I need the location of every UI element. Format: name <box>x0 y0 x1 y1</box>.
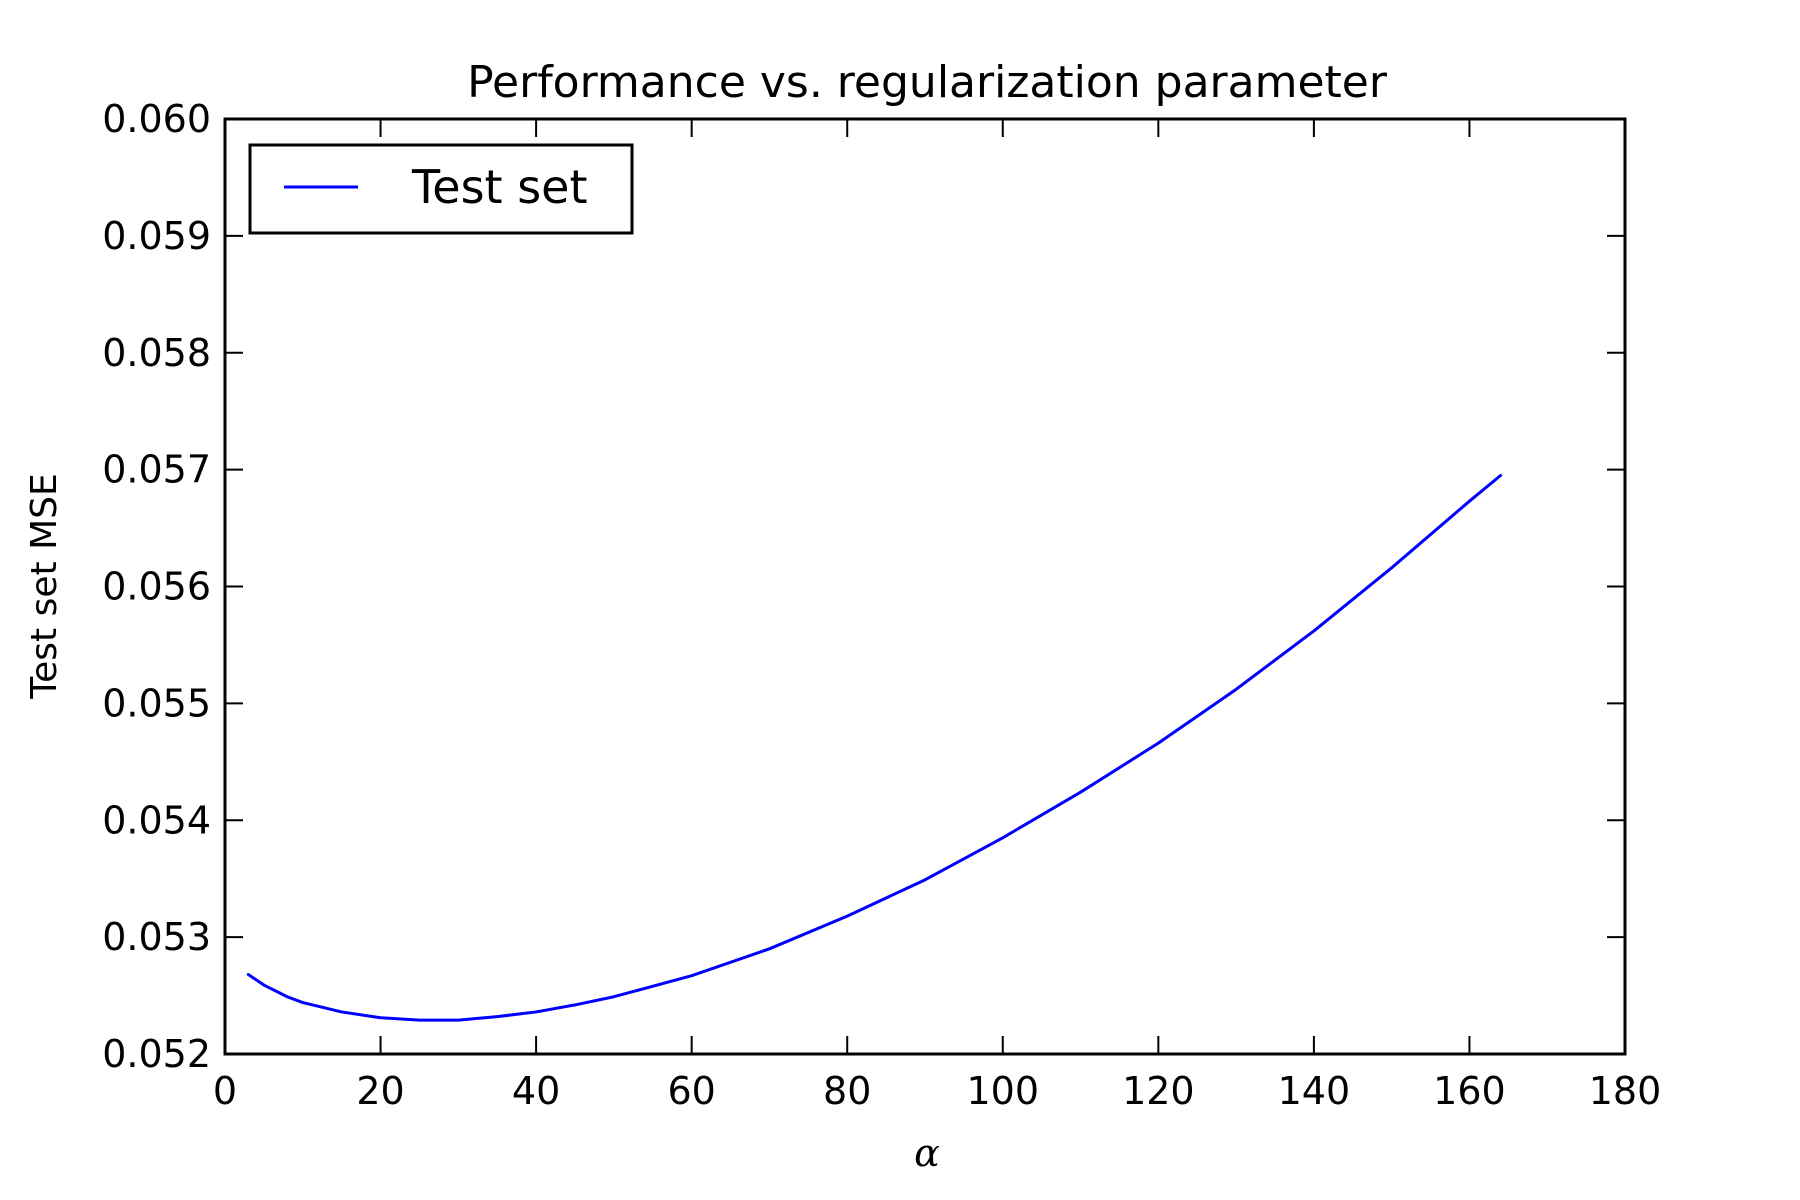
y-tick-label-8: 0.060 <box>102 97 211 141</box>
x-tick-label-9: 180 <box>1589 1069 1662 1113</box>
legend-box <box>248 143 634 235</box>
y-tick-label-2: 0.054 <box>102 798 211 842</box>
x-axis-label: α <box>914 1131 940 1175</box>
x-tick-label-7: 140 <box>1278 1069 1351 1113</box>
x-axis-ticks: 0 20 40 60 80 100 120 140 160 180 <box>213 119 1661 1113</box>
y-axis-label: Test set MSE <box>24 473 65 699</box>
plot-area <box>223 117 1627 1056</box>
legend-label-test-set: Test set <box>411 160 588 214</box>
x-tick-label-1: 20 <box>356 1069 404 1113</box>
x-tick-label-2: 40 <box>512 1069 560 1113</box>
y-tick-label-4: 0.056 <box>102 565 211 609</box>
x-tick-label-0: 0 <box>213 1069 237 1113</box>
x-tick-label-4: 80 <box>823 1069 871 1113</box>
x-tick-label-8: 160 <box>1433 1069 1506 1113</box>
series-line-test-set <box>246 473 1503 1022</box>
y-axis-ticks: 0.052 0.053 0.054 0.055 0.056 0.057 0.058 0.059… <box>102 97 1625 1076</box>
y-tick-label-1: 0.053 <box>102 915 211 959</box>
y-tick-label-3: 0.055 <box>102 681 211 725</box>
chart-title: Performance vs. regularization parameter <box>467 57 1388 108</box>
y-tick-label-7: 0.059 <box>102 214 211 258</box>
x-tick-label-6: 120 <box>1122 1069 1195 1113</box>
x-tick-label-3: 60 <box>667 1069 715 1113</box>
series-layer <box>246 473 1503 1022</box>
x-tick-label-5: 100 <box>967 1069 1040 1113</box>
y-tick-label-0: 0.052 <box>102 1032 211 1076</box>
y-tick-label-6: 0.058 <box>102 331 211 375</box>
legend: Test set <box>248 143 634 235</box>
y-tick-label-5: 0.057 <box>102 448 211 492</box>
